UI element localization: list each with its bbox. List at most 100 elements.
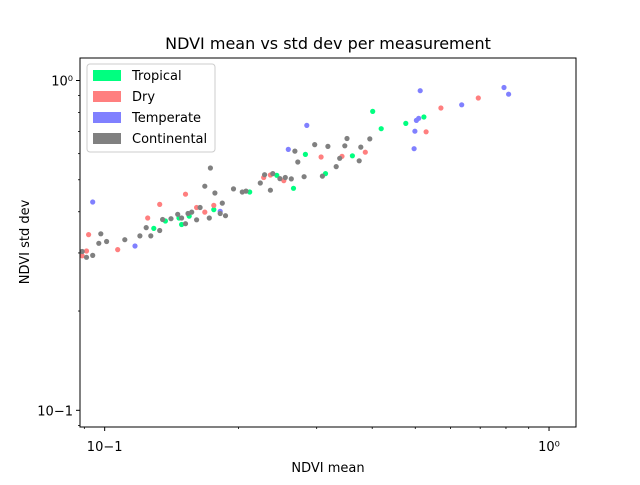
legend-label: Temperate bbox=[131, 111, 201, 126]
plot-frame bbox=[79, 57, 577, 428]
data-point bbox=[344, 135, 350, 142]
data-point bbox=[277, 176, 283, 182]
data-point bbox=[356, 158, 362, 164]
data-point bbox=[475, 95, 481, 101]
legend-swatch bbox=[93, 91, 121, 102]
data-point bbox=[230, 186, 237, 192]
data-point bbox=[104, 238, 110, 245]
data-point bbox=[438, 105, 444, 111]
data-point bbox=[132, 243, 138, 249]
data-point bbox=[270, 171, 276, 177]
data-point bbox=[285, 146, 291, 152]
data-point bbox=[182, 221, 189, 227]
data-point bbox=[302, 151, 308, 157]
data-point bbox=[83, 248, 90, 254]
data-point bbox=[143, 225, 149, 231]
legend-box bbox=[86, 63, 216, 153]
legend-swatch bbox=[93, 70, 121, 81]
data-point bbox=[212, 190, 218, 196]
legend: Tropical Dry Temperate Continental bbox=[86, 63, 216, 153]
data-point bbox=[222, 213, 229, 219]
data-point bbox=[274, 172, 280, 178]
data-point bbox=[416, 115, 422, 121]
legend-label: Tropical bbox=[131, 69, 182, 84]
data-point bbox=[304, 122, 310, 128]
legend-swatch bbox=[93, 112, 121, 123]
data-point bbox=[362, 149, 368, 155]
data-point bbox=[412, 128, 418, 134]
data-point bbox=[207, 165, 213, 171]
data-point bbox=[295, 159, 301, 165]
data-point bbox=[96, 240, 102, 246]
points-layer bbox=[80, 84, 512, 260]
data-point bbox=[367, 136, 373, 142]
data-point bbox=[194, 217, 200, 223]
data-point bbox=[262, 172, 268, 178]
data-point bbox=[206, 215, 212, 221]
data-point bbox=[257, 180, 263, 186]
y-tick-label: 10−1 bbox=[37, 404, 73, 419]
data-point bbox=[358, 144, 364, 150]
data-point bbox=[219, 200, 225, 206]
data-point bbox=[217, 210, 223, 217]
data-point bbox=[182, 191, 189, 197]
data-point bbox=[319, 173, 325, 179]
data-point bbox=[83, 254, 90, 260]
data-point bbox=[288, 176, 294, 182]
data-point bbox=[151, 225, 157, 231]
data-point bbox=[506, 91, 512, 97]
data-point bbox=[148, 233, 154, 239]
data-point bbox=[179, 221, 185, 228]
data-point bbox=[157, 227, 163, 234]
data-point bbox=[243, 188, 249, 194]
data-point bbox=[145, 215, 151, 221]
data-point bbox=[179, 215, 185, 221]
x-tick-label: 10⁰ bbox=[538, 440, 560, 455]
y-tick-label: 10⁰ bbox=[51, 74, 73, 89]
data-point bbox=[90, 252, 96, 258]
data-point bbox=[459, 102, 465, 108]
data-point bbox=[80, 248, 85, 255]
ticks-layer: 10−1 10⁰ 10−1 10⁰ bbox=[37, 74, 560, 455]
x-tick-label: 10−1 bbox=[87, 440, 123, 455]
data-point bbox=[202, 183, 208, 189]
data-point bbox=[211, 202, 217, 208]
x-axis-label: NDVI mean bbox=[291, 461, 364, 476]
data-point bbox=[157, 201, 163, 207]
data-point bbox=[411, 146, 417, 152]
data-point bbox=[370, 108, 376, 114]
data-point bbox=[122, 237, 128, 243]
data-point bbox=[211, 207, 217, 213]
data-point bbox=[197, 204, 203, 211]
data-point bbox=[86, 232, 92, 238]
data-point bbox=[349, 153, 355, 159]
legend-label: Dry bbox=[132, 90, 155, 105]
data-point bbox=[98, 231, 104, 237]
data-point bbox=[337, 155, 343, 161]
data-point bbox=[325, 143, 331, 149]
data-point bbox=[501, 84, 507, 91]
legend-swatch bbox=[93, 133, 121, 144]
chart-title: NDVI mean vs std dev per measurement bbox=[165, 34, 491, 53]
legend-label: Continental bbox=[132, 132, 207, 147]
data-point bbox=[189, 209, 195, 215]
data-point bbox=[202, 209, 208, 215]
y-axis-label: NDVI std dev bbox=[18, 199, 33, 284]
data-point bbox=[318, 154, 324, 160]
data-point bbox=[80, 253, 85, 259]
data-point bbox=[423, 129, 429, 135]
data-point bbox=[342, 143, 348, 149]
data-point bbox=[90, 199, 96, 205]
data-point bbox=[160, 216, 166, 223]
data-point bbox=[267, 187, 273, 193]
data-point bbox=[301, 174, 307, 180]
data-point bbox=[403, 120, 409, 126]
data-point bbox=[292, 148, 298, 154]
data-point bbox=[137, 233, 143, 239]
data-point bbox=[333, 164, 339, 170]
data-point bbox=[115, 247, 121, 253]
data-point bbox=[175, 211, 181, 217]
data-point bbox=[312, 142, 318, 148]
data-point bbox=[282, 174, 288, 181]
